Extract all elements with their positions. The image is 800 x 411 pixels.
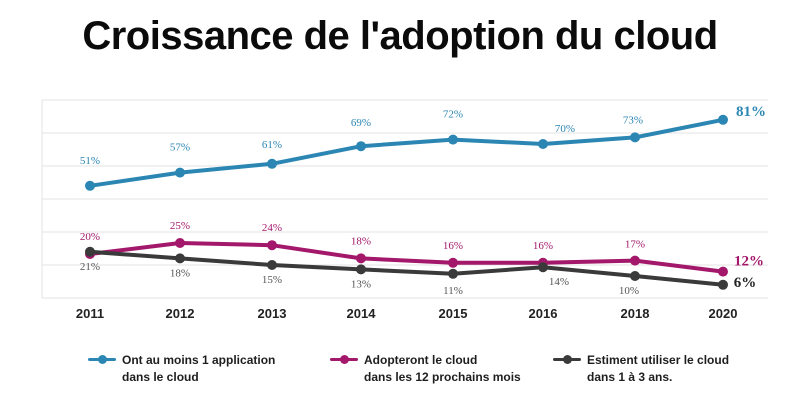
data-label: 16% bbox=[533, 240, 553, 252]
data-point bbox=[448, 257, 458, 268]
data-label: 57% bbox=[170, 142, 190, 154]
x-tick-label: 2012 bbox=[166, 306, 195, 321]
line-chart: 2011 2012 2013 2014 2015 2016 2018 2020 51% 57% 6… bbox=[41, 99, 768, 321]
data-point bbox=[175, 238, 185, 248]
chart-title: Croissance de l'adoption du cloud bbox=[82, 14, 718, 58]
data-label: 11% bbox=[443, 285, 463, 297]
x-tick-label: 2020 bbox=[709, 306, 738, 321]
data-point bbox=[718, 279, 728, 290]
data-label: 18% bbox=[351, 235, 371, 247]
data-label: 69% bbox=[351, 117, 371, 129]
series-line bbox=[88, 241, 725, 274]
data-label: 25% bbox=[170, 220, 190, 232]
legend-label: Estiment utiliser le cloud dans 1 à 3 an… bbox=[587, 353, 730, 384]
series: 51% 57% 61% 69% 72% 70% 73% 81% 20% 25% 24% 18% 16% 1… bbox=[80, 104, 766, 297]
legend-swatch bbox=[88, 355, 116, 365]
data-label: 13% bbox=[351, 278, 371, 290]
x-tick-label: 2016 bbox=[529, 306, 558, 321]
legend-swatch bbox=[330, 355, 358, 365]
data-point bbox=[85, 180, 95, 191]
data-label: 61% bbox=[262, 139, 282, 151]
series-line bbox=[88, 249, 725, 287]
data-label: 15% bbox=[262, 274, 282, 286]
data-label: 70% bbox=[555, 123, 575, 135]
data-point bbox=[267, 158, 277, 169]
data-label: 16% bbox=[443, 240, 463, 252]
legend-label: Ont au moins 1 application dans le cloud bbox=[122, 353, 276, 384]
data-point bbox=[630, 271, 640, 281]
data-label: 51% bbox=[80, 155, 100, 167]
data-point bbox=[267, 260, 277, 270]
data-label: 73% bbox=[623, 114, 643, 126]
data-point bbox=[267, 240, 277, 251]
data-point bbox=[538, 262, 548, 273]
data-label: 24% bbox=[262, 222, 282, 234]
legend-item: Ont au moins 1 application dans le cloud bbox=[88, 352, 275, 386]
legend-item: Adopteront le cloud dans les 12 prochain… bbox=[330, 352, 521, 386]
data-label: 72% bbox=[443, 109, 463, 121]
data-point bbox=[538, 139, 548, 149]
x-tick-label: 2015 bbox=[439, 306, 468, 321]
data-point bbox=[718, 266, 728, 277]
legend: Ont au moins 1 application dans le cloud… bbox=[0, 352, 800, 402]
x-axis: 2011 2012 2013 2014 2015 2016 2018 2020 bbox=[76, 306, 738, 321]
data-label: 6% bbox=[734, 275, 757, 291]
data-label: 20% bbox=[80, 231, 100, 243]
x-tick-label: 2011 bbox=[76, 306, 104, 321]
data-point bbox=[175, 253, 185, 264]
legend-swatch bbox=[553, 355, 581, 365]
data-label: 21% bbox=[80, 261, 100, 273]
x-tick-label: 2013 bbox=[258, 306, 287, 321]
legend-item: Estiment utiliser le cloud dans 1 à 3 an… bbox=[553, 352, 729, 386]
series-line bbox=[88, 117, 725, 188]
data-point bbox=[448, 134, 458, 145]
data-point bbox=[175, 167, 185, 178]
data-point bbox=[356, 264, 366, 275]
data-point bbox=[630, 255, 640, 266]
grid bbox=[41, 99, 768, 299]
data-label: 12% bbox=[734, 254, 764, 270]
data-point bbox=[85, 246, 95, 257]
data-point bbox=[356, 253, 366, 264]
data-label: 81% bbox=[736, 104, 766, 120]
legend-label: Adopteront le cloud dans les 12 prochain… bbox=[364, 353, 521, 384]
x-tick-label: 2014 bbox=[347, 306, 377, 321]
data-label: 17% bbox=[625, 239, 645, 251]
data-point bbox=[448, 268, 458, 279]
data-point bbox=[630, 132, 640, 143]
data-label: 18% bbox=[170, 267, 190, 279]
data-label: 10% bbox=[619, 285, 639, 297]
x-tick-label: 2018 bbox=[621, 306, 650, 321]
data-label: 14% bbox=[549, 276, 569, 288]
data-point bbox=[718, 114, 728, 125]
data-point bbox=[356, 141, 366, 152]
